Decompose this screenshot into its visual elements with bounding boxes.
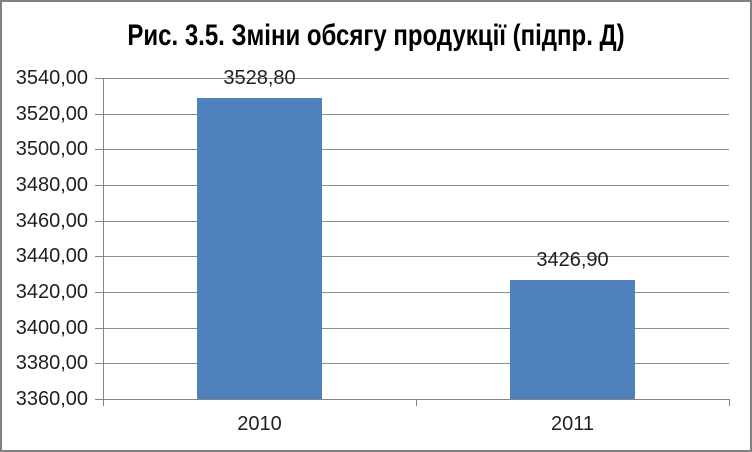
y-tick-label: 3540,00 <box>15 67 88 89</box>
y-axis-line <box>103 78 104 406</box>
y-tick-mark <box>95 399 103 400</box>
y-tick-mark <box>95 220 103 222</box>
y-tick-label: 3360,00 <box>15 388 88 410</box>
x-tick-mark <box>729 399 730 406</box>
y-tick-mark <box>95 113 103 115</box>
gridline <box>95 185 729 186</box>
bar-value-label: 3426,90 <box>536 248 609 271</box>
category-label: 2011 <box>550 413 594 435</box>
y-tick-mark <box>95 185 103 186</box>
y-tick-label: 3420,00 <box>15 281 88 303</box>
y-tick-label: 3520,00 <box>15 102 88 125</box>
y-tick-label: 3440,00 <box>15 245 88 268</box>
y-tick-label: 3400,00 <box>15 316 88 339</box>
gridline <box>95 292 729 293</box>
x-tick-mark <box>416 399 417 406</box>
gridline <box>95 220 729 222</box>
y-tick-label: 3500,00 <box>15 138 88 161</box>
gridline <box>95 256 729 258</box>
y-tick-mark <box>95 78 103 79</box>
gridline <box>95 78 729 79</box>
gridline <box>95 113 729 115</box>
y-tick-label: 3380,00 <box>15 352 88 375</box>
category-label: 2010 <box>237 413 282 435</box>
y-tick-label: 3480,00 <box>15 174 88 196</box>
y-tick-label: 3460,00 <box>15 209 88 232</box>
bar <box>197 97 322 399</box>
y-tick-mark <box>95 363 103 365</box>
bar-value-label: 3528,80 <box>223 66 296 89</box>
y-tick-mark <box>95 327 103 329</box>
y-tick-mark <box>95 256 103 258</box>
y-tick-mark <box>95 149 103 151</box>
chart-title: Рис. 3.5. Зміни обсягу продукції (підпр.… <box>127 19 625 52</box>
gridline <box>95 149 729 151</box>
gridline <box>95 327 729 329</box>
x-axis-line <box>103 399 730 400</box>
bar <box>510 279 635 399</box>
y-tick-mark <box>95 292 103 293</box>
gridline <box>95 363 729 365</box>
